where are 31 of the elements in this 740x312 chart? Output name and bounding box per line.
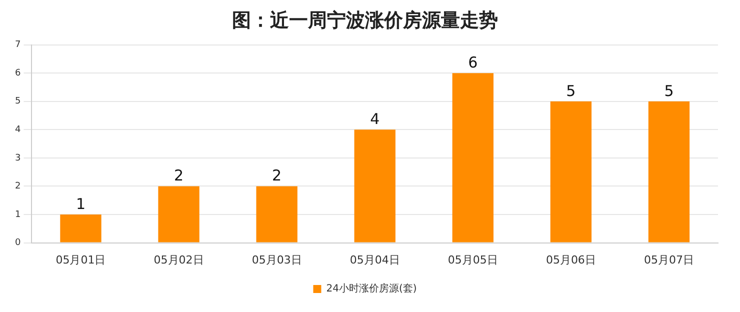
y-tick-label: 0: [14, 238, 21, 248]
x-tick-label: 05月01日: [56, 253, 106, 266]
bar: [60, 214, 102, 242]
bar: [648, 101, 690, 242]
data-label: 2: [174, 166, 184, 185]
y-tick-label: 2: [14, 182, 21, 192]
data-label: 5: [664, 82, 674, 100]
x-tick-label: 05月07日: [644, 253, 694, 266]
y-tick-label: 3: [14, 153, 21, 164]
data-label: 6: [468, 53, 478, 72]
y-tick-label: 1: [14, 210, 21, 220]
y-tick-label: 5: [14, 96, 21, 107]
bar: [550, 101, 592, 242]
y-tick-label: 7: [14, 40, 21, 50]
y-tick-label: 6: [14, 68, 21, 78]
x-tick-label: 05月03日: [252, 253, 302, 266]
bar: [452, 73, 494, 242]
x-tick-label: 05月06日: [546, 253, 596, 266]
data-label: 2: [272, 166, 282, 185]
data-label: 5: [566, 82, 576, 100]
data-label: 1: [76, 194, 86, 213]
x-tick-label: 05月02日: [154, 253, 204, 266]
bar: [354, 130, 396, 242]
legend-label: 24小时涨价房源(套): [326, 282, 417, 295]
bar: [158, 186, 200, 242]
y-tick-label: 4: [14, 125, 21, 135]
chart-title: 图：近一周宁波涨价房源量走势: [232, 9, 498, 32]
x-tick-label: 05月05日: [448, 253, 498, 266]
data-label: 4: [370, 110, 380, 128]
x-tick-label: 05月04日: [350, 253, 400, 266]
bar: [256, 186, 298, 242]
